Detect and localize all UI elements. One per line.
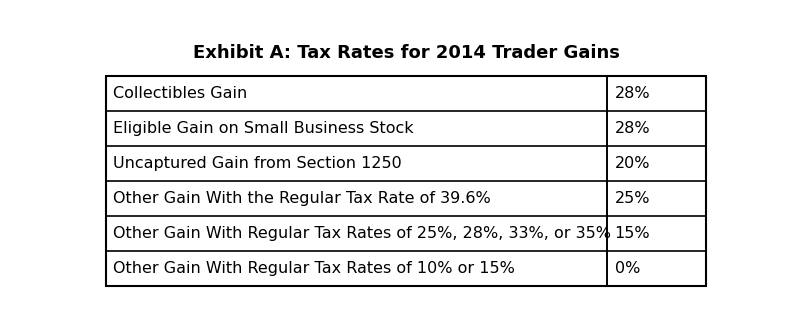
Text: 0%: 0% [615, 261, 640, 276]
Text: 28%: 28% [615, 121, 650, 136]
Text: 20%: 20% [615, 156, 650, 171]
Text: Collectibles Gain: Collectibles Gain [113, 86, 247, 101]
Text: 28%: 28% [615, 86, 650, 101]
Text: 25%: 25% [615, 191, 650, 206]
Text: Eligible Gain on Small Business Stock: Eligible Gain on Small Business Stock [113, 121, 413, 136]
Text: Other Gain With Regular Tax Rates of 25%, 28%, 33%, or 35%: Other Gain With Regular Tax Rates of 25%… [113, 226, 611, 241]
Text: Other Gain With Regular Tax Rates of 10% or 15%: Other Gain With Regular Tax Rates of 10%… [113, 261, 515, 276]
Text: Uncaptured Gain from Section 1250: Uncaptured Gain from Section 1250 [113, 156, 401, 171]
Bar [106, 76, 707, 286]
Text: 15%: 15% [615, 226, 650, 241]
Text: Other Gain With the Regular Tax Rate of 39.6%: Other Gain With the Regular Tax Rate of … [113, 191, 490, 206]
Text: Exhibit A: Tax Rates for 2014 Trader Gains: Exhibit A: Tax Rates for 2014 Trader Gai… [193, 44, 620, 62]
